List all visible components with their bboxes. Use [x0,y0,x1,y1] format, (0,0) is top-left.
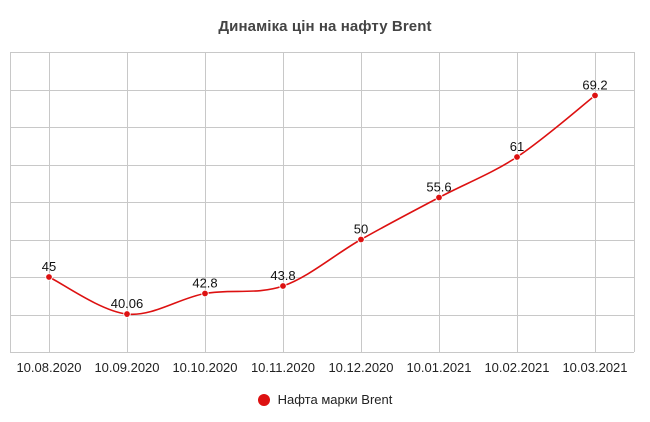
x-tick-label: 10.08.2020 [16,360,81,375]
x-tick-label: 10.09.2020 [94,360,159,375]
data-label: 69.2 [582,78,607,93]
x-tick-label: 10.03.2021 [562,360,627,375]
data-point [357,235,365,244]
x-tick-label: 10.02.2021 [484,360,549,375]
x-tick-label: 10.11.2020 [251,360,315,375]
x-tick-label: 10.12.2020 [328,360,393,375]
data-label: 40.06 [111,296,144,311]
x-tick-label: 10.10.2020 [172,360,237,375]
legend-marker-icon [257,393,270,406]
data-point [45,273,53,281]
data-label: 45 [42,259,56,274]
data-label: 50 [354,222,368,237]
series-line [48,94,596,316]
data-label: 55.6 [426,180,451,195]
data-point [279,282,287,290]
x-tick-label: 10.01.2021 [406,360,471,375]
data-point [123,310,131,318]
chart-title: Динаміка цін на нафту Brent [218,18,432,35]
data-label: 43.8 [270,268,295,283]
x-axis-ticks: 10.08.2020 10.09.2020 10.10.2020 10.11.2020… [16,360,627,375]
legend: Нафта марки Brent [0,392,650,407]
data-point [435,193,443,202]
data-point [513,153,521,161]
label-layer: 45 40.06 42.8 43.8 50 55.6 61 69.2 [42,78,608,312]
data-point [201,289,209,298]
grid-layer [10,52,635,353]
data-label: 61 [510,139,524,154]
data-point [591,91,599,100]
series-layer [45,91,599,318]
legend-label: Нафта марки Brent [277,392,393,407]
data-label: 42.8 [192,276,217,291]
